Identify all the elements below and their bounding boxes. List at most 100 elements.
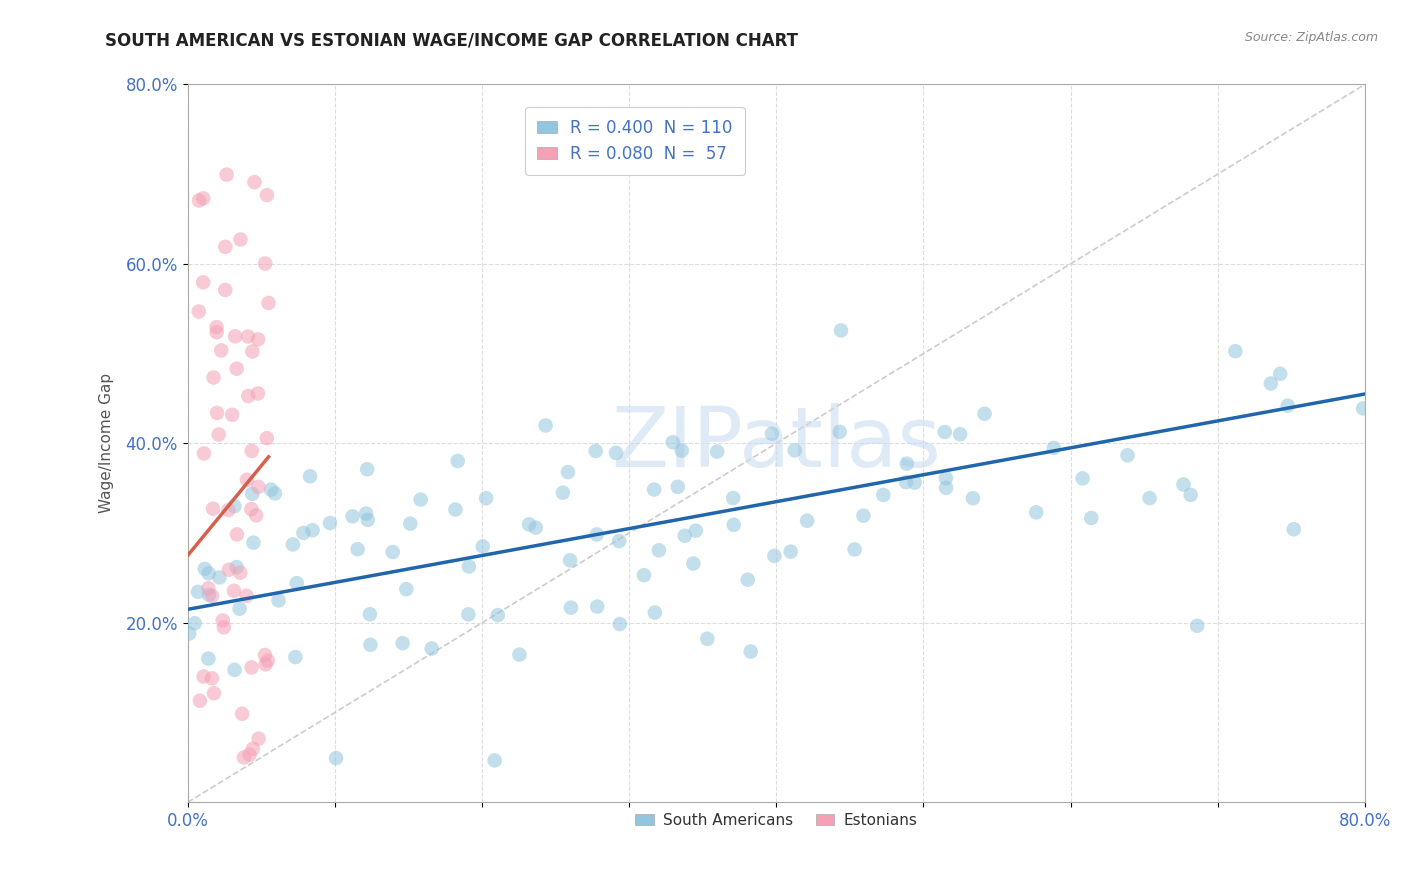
- Point: [221, 408, 243, 422]
- Point: [224, 663, 246, 677]
- Point: [201, 589, 224, 603]
- Point: [253, 648, 276, 662]
- Point: [1180, 488, 1202, 502]
- Point: [447, 454, 470, 468]
- Point: [215, 168, 238, 182]
- Point: [256, 188, 278, 202]
- Point: [872, 488, 894, 502]
- Point: [233, 750, 256, 764]
- Point: [904, 475, 927, 490]
- Point: [779, 544, 801, 558]
- Point: [740, 644, 762, 658]
- Point: [633, 568, 655, 582]
- Point: [202, 686, 225, 700]
- Point: [254, 256, 277, 270]
- Point: [551, 485, 574, 500]
- Point: [193, 669, 215, 683]
- Point: [643, 483, 665, 497]
- Point: [671, 443, 693, 458]
- Point: [1025, 505, 1047, 519]
- Point: [299, 469, 322, 483]
- Point: [1139, 491, 1161, 505]
- Point: [197, 566, 219, 581]
- Point: [188, 694, 211, 708]
- Point: [685, 524, 707, 538]
- Point: [409, 492, 432, 507]
- Point: [222, 583, 245, 598]
- Point: [229, 232, 252, 246]
- Point: [187, 304, 209, 318]
- Point: [391, 636, 413, 650]
- Point: [211, 614, 233, 628]
- Point: [534, 418, 557, 433]
- Point: [247, 480, 270, 494]
- Point: [1187, 619, 1209, 633]
- Point: [852, 508, 875, 523]
- Point: [484, 753, 506, 767]
- Point: [894, 475, 917, 489]
- Point: [844, 542, 866, 557]
- Point: [1260, 376, 1282, 391]
- Point: [962, 491, 984, 506]
- Point: [240, 660, 263, 674]
- Point: [524, 521, 547, 535]
- Point: [264, 486, 287, 500]
- Point: [1225, 344, 1247, 359]
- Point: [783, 443, 806, 458]
- Point: [246, 386, 269, 401]
- Point: [558, 553, 581, 567]
- Point: [225, 560, 247, 574]
- Point: [354, 507, 377, 521]
- Point: [284, 650, 307, 665]
- Point: [444, 502, 467, 516]
- Y-axis label: Wage/Income Gap: Wage/Income Gap: [100, 373, 114, 514]
- Point: [706, 444, 728, 458]
- Point: [224, 329, 246, 343]
- Point: [1270, 367, 1292, 381]
- Point: [208, 570, 231, 584]
- Legend: South Americans, Estonians: South Americans, Estonians: [628, 807, 924, 834]
- Point: [934, 425, 956, 439]
- Point: [935, 471, 957, 485]
- Text: ZIPatlas: ZIPatlas: [612, 403, 941, 483]
- Point: [586, 599, 609, 614]
- Point: [682, 557, 704, 571]
- Point: [585, 527, 607, 541]
- Point: [557, 465, 579, 479]
- Point: [896, 457, 918, 471]
- Point: [197, 651, 219, 665]
- Point: [231, 706, 253, 721]
- Point: [179, 626, 201, 640]
- Point: [830, 323, 852, 337]
- Point: [247, 332, 270, 346]
- Point: [257, 296, 280, 310]
- Point: [226, 527, 249, 541]
- Point: [188, 194, 211, 208]
- Point: [193, 191, 215, 205]
- Point: [721, 491, 744, 505]
- Point: [607, 534, 630, 549]
- Point: [1043, 441, 1066, 455]
- Point: [193, 276, 215, 290]
- Point: [1071, 471, 1094, 485]
- Point: [648, 543, 671, 558]
- Point: [1173, 477, 1195, 491]
- Point: [1080, 511, 1102, 525]
- Point: [605, 446, 627, 460]
- Point: [238, 747, 260, 762]
- Point: [205, 406, 228, 420]
- Point: [256, 431, 278, 445]
- Point: [209, 343, 232, 358]
- Point: [225, 361, 247, 376]
- Point: [508, 648, 530, 662]
- Point: [399, 516, 422, 531]
- Point: [238, 389, 260, 403]
- Point: [198, 588, 221, 602]
- Text: Source: ZipAtlas.com: Source: ZipAtlas.com: [1244, 31, 1378, 45]
- Point: [356, 462, 378, 476]
- Point: [935, 481, 957, 495]
- Point: [247, 731, 270, 746]
- Point: [240, 443, 263, 458]
- Point: [666, 480, 689, 494]
- Point: [224, 499, 246, 513]
